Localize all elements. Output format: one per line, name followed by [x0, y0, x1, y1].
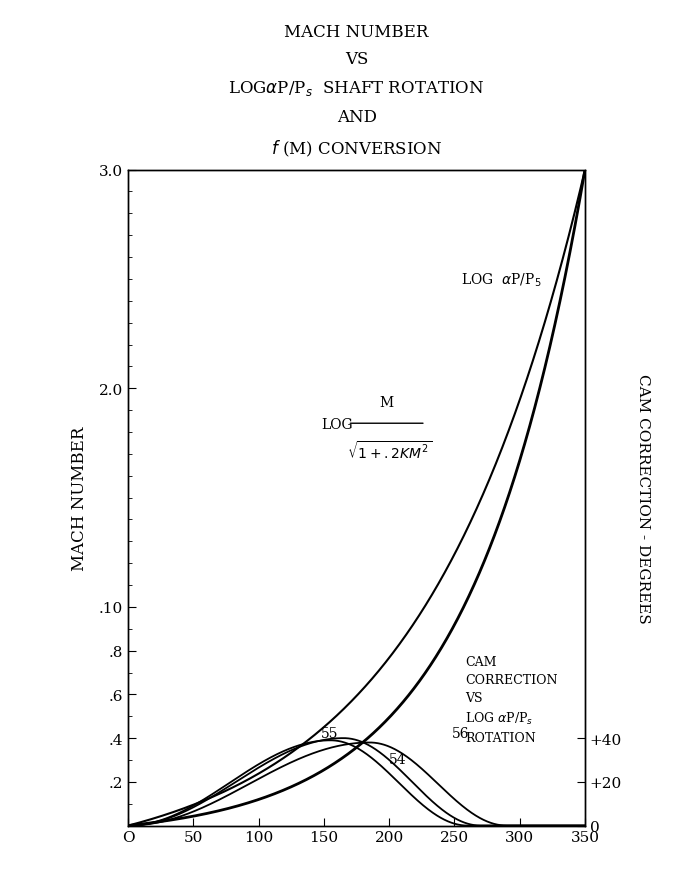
Text: LOG  $\alpha$P/P$_5$: LOG $\alpha$P/P$_5$: [461, 271, 542, 289]
Text: LOG: LOG: [321, 417, 353, 431]
Text: CAM
CORRECTION
VS
LOG $\alpha$P/P$_s$
ROTATION: CAM CORRECTION VS LOG $\alpha$P/P$_s$ RO…: [465, 655, 557, 745]
Y-axis label: MACH NUMBER: MACH NUMBER: [71, 426, 88, 570]
Text: M: M: [379, 396, 393, 410]
Text: $\sqrt{1+.2KM^2}$: $\sqrt{1+.2KM^2}$: [347, 440, 433, 461]
Text: 54: 54: [389, 752, 407, 766]
Text: 55: 55: [321, 726, 339, 740]
Text: 56: 56: [452, 726, 470, 740]
Y-axis label: CAM CORRECTION - DEGREES: CAM CORRECTION - DEGREES: [636, 374, 650, 623]
Title: MACH NUMBER
VS
LOG$\alpha$P/P$_s$  SHAFT ROTATION
AND
$\mathit{f}$ (M) CONVERSIO: MACH NUMBER VS LOG$\alpha$P/P$_s$ SHAFT …: [228, 24, 485, 159]
